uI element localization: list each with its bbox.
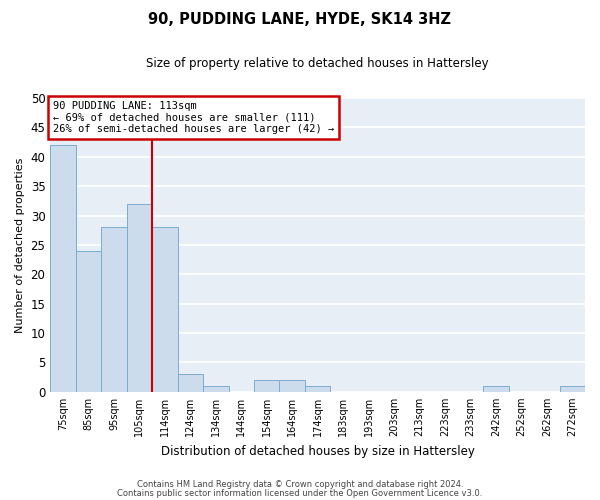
Text: 90, PUDDING LANE, HYDE, SK14 3HZ: 90, PUDDING LANE, HYDE, SK14 3HZ — [149, 12, 452, 28]
Text: 90 PUDDING LANE: 113sqm
← 69% of detached houses are smaller (111)
26% of semi-d: 90 PUDDING LANE: 113sqm ← 69% of detache… — [53, 101, 334, 134]
Bar — [280, 380, 305, 392]
Bar — [483, 386, 509, 392]
Y-axis label: Number of detached properties: Number of detached properties — [15, 157, 25, 332]
Bar — [152, 228, 178, 392]
X-axis label: Distribution of detached houses by size in Hattersley: Distribution of detached houses by size … — [161, 444, 475, 458]
Bar — [254, 380, 280, 392]
Bar — [203, 386, 229, 392]
Bar — [127, 204, 152, 392]
Bar — [305, 386, 331, 392]
Title: Size of property relative to detached houses in Hattersley: Size of property relative to detached ho… — [146, 58, 489, 70]
Text: Contains HM Land Registry data © Crown copyright and database right 2024.: Contains HM Land Registry data © Crown c… — [137, 480, 463, 489]
Bar — [178, 374, 203, 392]
Bar — [76, 251, 101, 392]
Bar — [50, 145, 76, 392]
Bar — [101, 228, 127, 392]
Bar — [560, 386, 585, 392]
Text: Contains public sector information licensed under the Open Government Licence v3: Contains public sector information licen… — [118, 489, 482, 498]
